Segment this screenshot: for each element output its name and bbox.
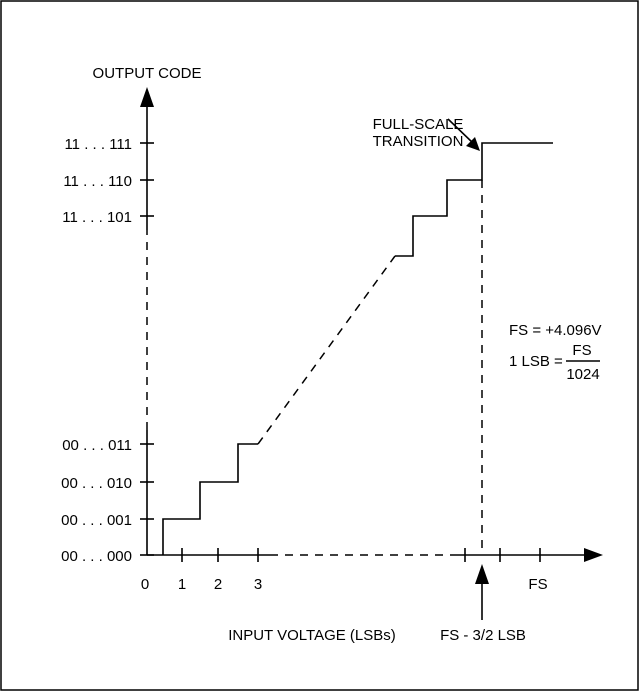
y-code-010: 00 . . . 010: [61, 475, 132, 492]
full-scale-label-line2: TRANSITION: [373, 133, 464, 150]
fs-value: FS = +4.096V: [509, 322, 602, 339]
x-label-fs: FS: [528, 576, 547, 593]
y-code-011: 00 . . . 011: [62, 437, 132, 454]
x-label-1: 1: [178, 576, 186, 593]
y-axis-title: OUTPUT CODE: [93, 65, 202, 82]
y-code-101: 11 . . . 101: [62, 209, 132, 226]
staircase-dashed-ramp: [257, 255, 396, 445]
lsb-numerator: FS: [572, 342, 591, 359]
fs-minus-pointer-arrow: [475, 564, 489, 584]
full-scale-label-line1: FULL-SCALE: [373, 116, 464, 133]
x-axis-arrow: [584, 548, 603, 562]
full-scale-pointer-arrow: [466, 137, 480, 151]
x-axis-title: INPUT VOLTAGE (LSBs): [228, 627, 396, 644]
staircase-upper: [395, 142, 553, 257]
y-code-000: 00 . . . 000: [61, 548, 132, 565]
y-code-110: 11 . . . 110: [63, 173, 132, 190]
y-axis-arrow: [140, 87, 154, 107]
lsb-denominator: 1024: [566, 366, 599, 383]
staircase-lower: [162, 443, 258, 555]
y-code-001: 00 . . . 001: [61, 512, 132, 529]
y-code-111: 11 . . . 111: [64, 136, 132, 153]
lsb-prefix: 1 LSB =: [509, 353, 563, 370]
full-scale-pointer-line: [447, 118, 475, 145]
x-label-2: 2: [214, 576, 222, 593]
x-label-0: 0: [141, 576, 149, 593]
x-label-3: 3: [254, 576, 262, 593]
fs-minus-label: FS - 3/2 LSB: [440, 627, 526, 644]
